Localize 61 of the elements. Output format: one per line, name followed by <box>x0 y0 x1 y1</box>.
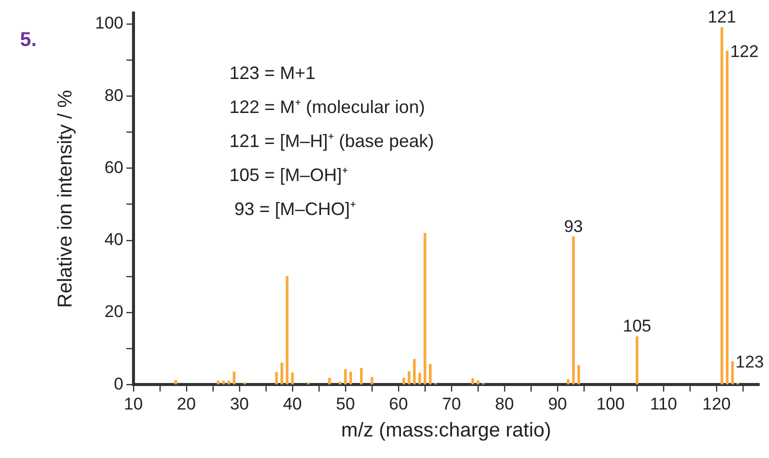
x-tick-label: 40 <box>282 394 302 414</box>
bar <box>402 378 406 384</box>
text: 5. <box>20 29 37 51</box>
bar <box>222 380 225 384</box>
bar <box>720 27 724 384</box>
x-tick-label: 10 <box>124 394 143 414</box>
bar <box>338 382 342 384</box>
annotation: 121 = [M–H]⁺ (base peak) <box>229 131 434 152</box>
x-tick-label: 100 <box>596 394 625 414</box>
y-tick-label: 40 <box>104 230 124 250</box>
bar <box>428 364 432 384</box>
y-tick-label: 0 <box>114 374 124 394</box>
bar <box>286 276 288 384</box>
bar <box>280 362 284 384</box>
bar <box>227 380 230 384</box>
bar <box>471 378 474 384</box>
bar <box>572 236 575 384</box>
bar <box>731 361 734 384</box>
y-tick-label: 100 <box>94 14 124 33</box>
y-tick-label: 60 <box>104 158 124 177</box>
annotation: 123 = M+1 <box>229 63 316 84</box>
x-tick-label: 80 <box>495 394 514 414</box>
annotation: 121 <box>708 8 736 27</box>
bar <box>408 371 410 384</box>
bar <box>344 369 347 384</box>
annotation: 93 <box>564 216 583 236</box>
bar <box>424 232 426 384</box>
x-axis-title: m/z (mass:charge ratio) <box>341 420 552 442</box>
x-tick-label: 110 <box>650 394 678 414</box>
bar <box>349 372 352 384</box>
bar <box>291 372 294 384</box>
x-tick-label: 50 <box>336 394 355 414</box>
annotation: 105 <box>622 316 652 336</box>
annotation: 105 = [M–OH]⁺ <box>229 165 348 186</box>
x-tick-label: 120 <box>702 394 731 414</box>
y-axis-title: Relative ion intensity / % <box>54 90 76 308</box>
y-tick-label: 80 <box>104 86 124 105</box>
annotation: 122 = M⁺ (molecular ion) <box>229 97 425 118</box>
annotation: 93 = [M–CHO]⁺ <box>229 199 356 220</box>
y-tick-label: 20 <box>104 302 124 322</box>
bar <box>370 377 374 384</box>
x-tick-label: 60 <box>389 394 408 414</box>
annotation: 122 <box>730 42 759 62</box>
bar <box>577 365 580 384</box>
bar <box>418 372 421 384</box>
bar <box>726 50 729 384</box>
x-tick-label: 90 <box>548 394 567 414</box>
x-tick-label: 20 <box>176 394 196 414</box>
bar <box>275 372 278 384</box>
bar <box>174 380 178 384</box>
bar <box>413 359 416 384</box>
bar <box>232 372 236 384</box>
bar <box>360 368 363 384</box>
annotation: 123 <box>735 352 764 372</box>
bar <box>566 379 570 384</box>
bar <box>636 336 638 384</box>
bar <box>216 380 220 384</box>
x-tick-label: 30 <box>230 394 249 414</box>
x-tick-label: 70 <box>442 394 461 414</box>
bar <box>476 380 480 384</box>
bar <box>328 378 331 384</box>
